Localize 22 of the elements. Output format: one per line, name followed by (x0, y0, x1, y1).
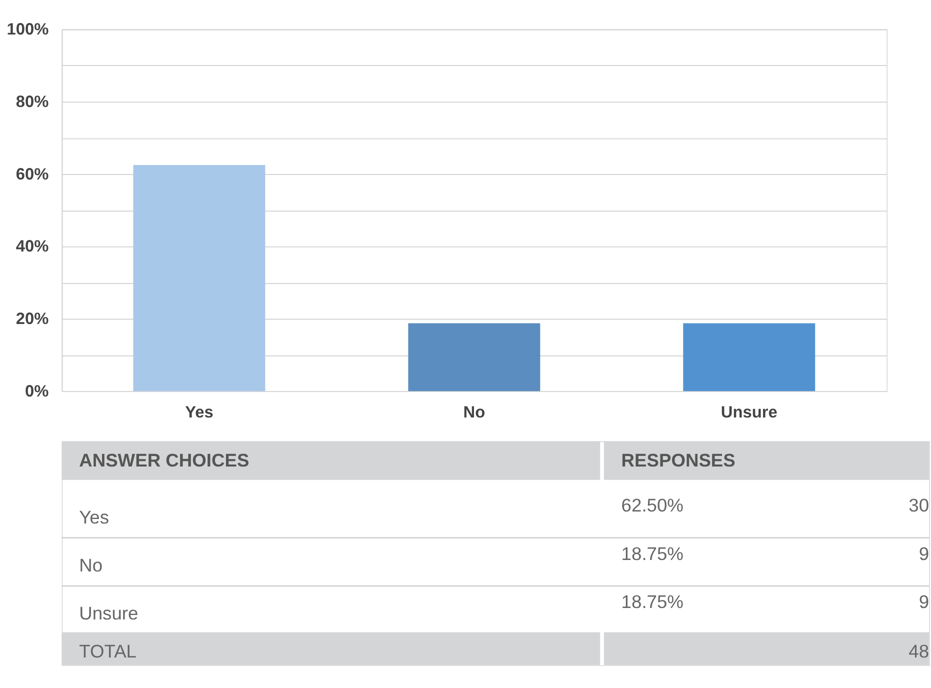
text: 9 (918, 591, 930, 612)
text: 48 (908, 640, 930, 662)
y-tick-label: 0% (25, 382, 50, 400)
text: 18.75% (621, 591, 684, 612)
y-tick-label: 60% (16, 165, 50, 184)
x-tick-label: No (463, 404, 486, 422)
text: 30 (908, 494, 930, 516)
y-tick-label: 40% (16, 238, 50, 256)
text: TOTAL (79, 640, 136, 662)
text: 62.50% (621, 494, 684, 516)
text: ANSWER CHOICES (79, 449, 250, 470)
category-label: Unsure (79, 602, 138, 624)
x-tick-label: Yes (185, 404, 214, 422)
y-tick-label: 100% (6, 20, 50, 39)
x-tick-label: Unsure (720, 404, 778, 422)
y-tick-label: 20% (16, 310, 50, 328)
text: 18.75% (621, 542, 684, 564)
text: 9 (918, 542, 930, 564)
category-label: No (79, 554, 103, 576)
category-label: Yes (79, 506, 110, 528)
text: RESPONSES (621, 449, 736, 470)
y-tick-label: 80% (16, 92, 50, 111)
